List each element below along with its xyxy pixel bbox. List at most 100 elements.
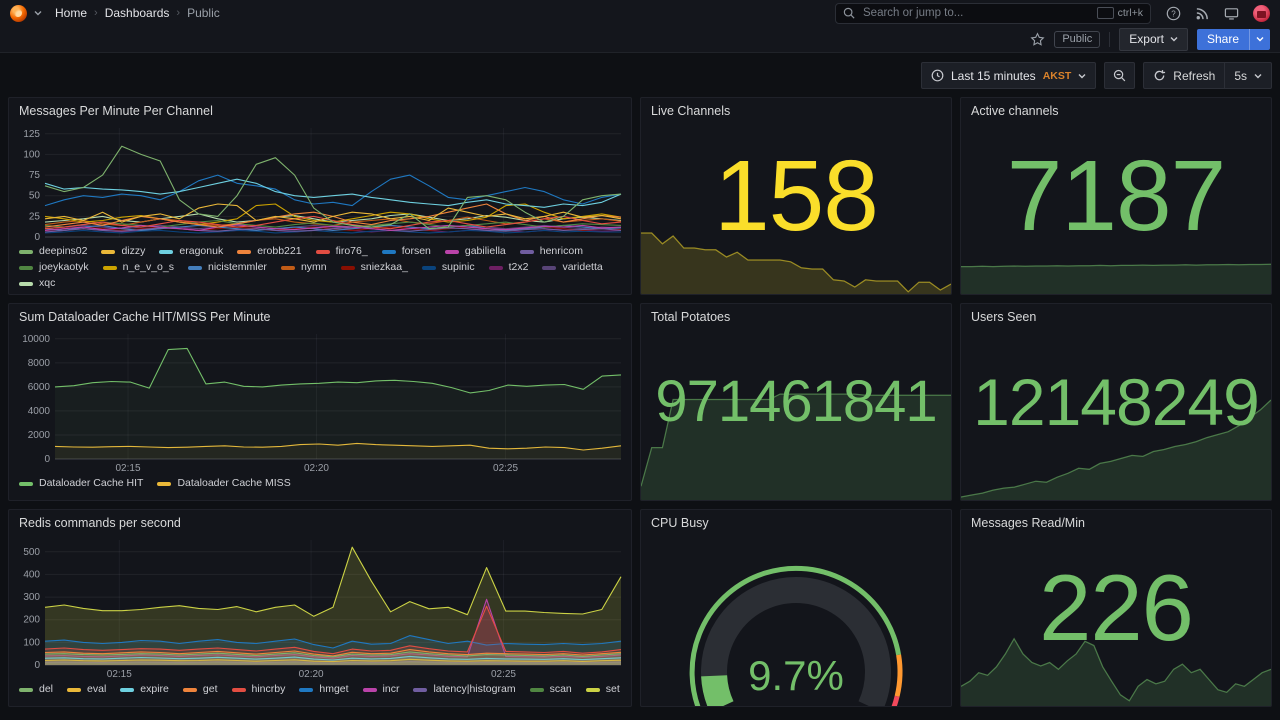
legend-item[interactable]: incr xyxy=(362,683,399,696)
panel-title[interactable]: Users Seen xyxy=(971,310,1037,324)
panel-messages-per-minute: Messages Per Minute Per Channel 02:1502:… xyxy=(8,97,632,295)
legend-item[interactable]: t2x2 xyxy=(488,261,528,274)
legend-swatch xyxy=(488,265,503,270)
time-range-label: Last 15 minutes xyxy=(950,68,1036,83)
legend-item[interactable]: hmget xyxy=(299,683,349,696)
legend-item[interactable]: nicistemmler xyxy=(188,261,267,274)
legend-item[interactable]: del xyxy=(19,683,53,696)
panel-title[interactable]: Sum Dataloader Cache HIT/MISS Per Minute xyxy=(19,310,271,324)
messages-chart: 02:15 02:20 02:25 0 25 50 75 100 125 deepins02 diz… xyxy=(17,124,623,290)
legend-swatch xyxy=(280,265,295,270)
messages-plot-area: 02:15 02:20 02:25 0 25 50 75 100 125 xyxy=(23,128,622,242)
search-icon xyxy=(843,7,855,19)
legend-item[interactable]: nymn xyxy=(280,261,327,274)
panel-title[interactable]: Messages Read/Min xyxy=(971,516,1085,530)
chevron-down-icon xyxy=(1256,37,1264,42)
legend-item[interactable]: get xyxy=(182,683,218,696)
legend-item[interactable]: henricom xyxy=(519,245,583,258)
messages-read-stat: 226 xyxy=(961,510,1271,706)
y-axis-tick: 400 xyxy=(23,569,40,580)
panel-title[interactable]: Redis commands per second xyxy=(19,516,181,530)
y-axis-tick: 4000 xyxy=(28,406,51,417)
legend-item[interactable]: hincrby xyxy=(231,683,285,696)
dataloader-legend: Dataloader Cache HIT Dataloader Cache MIS… xyxy=(17,474,623,490)
panel-title[interactable]: Messages Per Minute Per Channel xyxy=(19,104,213,118)
top-navbar: Home › Dashboards › Public ctrl+k ? xyxy=(0,0,1280,26)
legend-item[interactable]: Dataloader Cache HIT xyxy=(19,477,143,490)
legend-item[interactable]: joeykaotyk xyxy=(19,261,89,274)
legend-item[interactable]: deepins02 xyxy=(19,245,87,258)
chevron-down-icon[interactable] xyxy=(34,9,42,17)
dashboard-grid: Messages Per Minute Per Channel 02:1502:… xyxy=(0,92,1280,715)
stat-value: 226 xyxy=(1039,555,1194,660)
user-avatar[interactable] xyxy=(1253,4,1270,22)
breadcrumb-current: Public xyxy=(187,6,220,20)
search-box[interactable]: ctrl+k xyxy=(835,2,1151,24)
nav-icons: ? xyxy=(1166,4,1270,22)
stat-value: 7187 xyxy=(1006,140,1226,252)
legend-swatch xyxy=(362,687,377,692)
panel-messages-read: Messages Read/Min 226 xyxy=(960,509,1272,707)
legend-swatch xyxy=(340,265,355,270)
y-axis-tick: 10000 xyxy=(22,334,50,345)
series-line xyxy=(44,215,622,230)
legend-item[interactable]: erobb221 xyxy=(237,245,302,258)
tag-public[interactable]: Public xyxy=(1054,30,1101,48)
refresh-button[interactable]: Refresh xyxy=(1144,63,1224,88)
search-input[interactable] xyxy=(861,6,1091,20)
legend-item[interactable]: supinic xyxy=(421,261,475,274)
x-axis-tick: 02:15 xyxy=(115,463,140,474)
x-axis-tick: 02:25 xyxy=(491,669,516,680)
grafana-logo[interactable] xyxy=(10,4,27,22)
x-axis-tick: 02:15 xyxy=(107,241,132,242)
legend-item[interactable]: forsen xyxy=(381,245,431,258)
y-axis-tick: 300 xyxy=(23,592,40,603)
legend-item[interactable]: set xyxy=(585,683,620,696)
legend-item[interactable]: Dataloader Cache MISS xyxy=(157,477,291,490)
panel-title[interactable]: Live Channels xyxy=(651,104,731,118)
legend-item[interactable]: latency|histogram xyxy=(413,683,516,696)
time-range-picker[interactable]: Last 15 minutes AKST xyxy=(920,62,1097,89)
breadcrumb-separator: › xyxy=(176,7,181,19)
breadcrumb: Home › Dashboards › Public xyxy=(55,6,220,20)
panel-cpu-busy: CPU Busy 9.7% xyxy=(640,509,952,707)
panel-title[interactable]: CPU Busy xyxy=(651,516,709,530)
share-button[interactable]: Share xyxy=(1196,28,1249,50)
star-icon[interactable] xyxy=(1030,31,1045,47)
zoom-out-button[interactable] xyxy=(1104,62,1136,89)
export-button[interactable]: Export xyxy=(1119,27,1188,51)
panel-active-channels: Active channels 7187 xyxy=(960,97,1272,295)
monitor-icon[interactable] xyxy=(1224,6,1239,21)
panel-title[interactable]: Active channels xyxy=(971,104,1059,118)
sparkline xyxy=(961,263,1271,294)
legend-item[interactable]: varidetta xyxy=(542,261,603,274)
news-rss-icon[interactable] xyxy=(1195,6,1210,21)
legend-item[interactable]: scan xyxy=(529,683,572,696)
sparkline xyxy=(961,637,1271,706)
legend-item[interactable]: expire xyxy=(120,683,169,696)
breadcrumb-home[interactable]: Home xyxy=(55,6,88,20)
refresh-interval-picker[interactable]: 5s xyxy=(1225,63,1271,88)
panel-dataloader-cache: Sum Dataloader Cache HIT/MISS Per Minute… xyxy=(8,303,632,501)
legend-item[interactable]: firo76_ xyxy=(315,245,368,258)
legend-item[interactable]: gabiliella xyxy=(444,245,506,258)
share-menu-caret[interactable] xyxy=(1249,28,1270,50)
breadcrumb-dashboards[interactable]: Dashboards xyxy=(104,6,170,20)
legend-item[interactable]: xqc xyxy=(19,277,55,290)
help-icon[interactable]: ? xyxy=(1166,6,1181,21)
legend-item[interactable]: sniezkaa_ xyxy=(340,261,408,274)
legend-item[interactable]: eval xyxy=(67,683,106,696)
series-line xyxy=(44,655,622,661)
messages-legend: deepins02 dizzy eragonuk erobb221 firo76_ for… xyxy=(17,242,623,290)
legend-swatch xyxy=(188,265,202,270)
gauge-value: 9.7% xyxy=(748,652,844,699)
legend-swatch xyxy=(157,481,172,486)
series-line xyxy=(44,226,622,233)
panel-title[interactable]: Total Potatoes xyxy=(651,310,731,324)
legend-item[interactable]: dizzy xyxy=(101,245,145,258)
legend-swatch xyxy=(19,281,33,286)
live-channels-stat: 158 xyxy=(641,98,951,294)
total-potatoes-stat: 971461841 xyxy=(641,304,951,500)
legend-item[interactable]: eragonuk xyxy=(159,245,223,258)
legend-item[interactable]: n_e_v_o_s xyxy=(102,261,174,274)
